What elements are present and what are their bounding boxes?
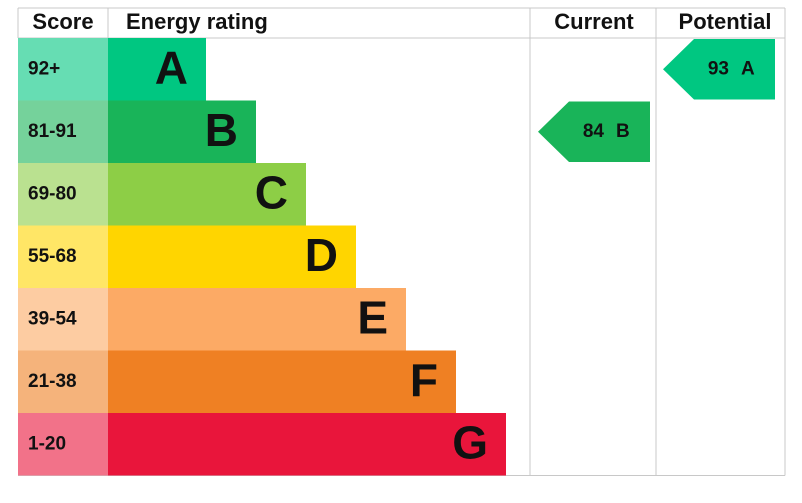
rating-letter: E: [357, 291, 388, 343]
score-cell-tint: [18, 100, 108, 163]
current-value: 84: [583, 121, 605, 142]
score-cell: [18, 38, 108, 101]
score-range: 55-68: [28, 246, 77, 267]
rating-letter: C: [255, 166, 288, 218]
header-score: Score: [32, 9, 93, 34]
rating-bar: [108, 225, 356, 288]
rating-letter: F: [410, 354, 438, 406]
rating-letter: G: [452, 416, 488, 468]
score-cell-tint: [18, 288, 108, 351]
potential-value: 93: [708, 58, 729, 79]
score-cell: [18, 413, 108, 476]
score-cell-tint: [18, 225, 108, 288]
score-cell-tint: [18, 38, 108, 101]
rating-bar: [108, 413, 506, 476]
rating-bar: [108, 100, 256, 163]
current-arrow: [538, 101, 650, 162]
score-cell: [18, 288, 108, 351]
potential-arrow: [663, 39, 775, 100]
rating-bar: [108, 350, 456, 413]
rating-bar: [108, 38, 206, 101]
score-range: 92+: [28, 58, 60, 79]
score-range: 39-54: [28, 308, 77, 329]
header-rating: Energy rating: [126, 9, 268, 34]
score-cell-tint: [18, 163, 108, 226]
rating-bar: [108, 163, 306, 226]
header-potential: Potential: [679, 9, 772, 34]
score-range: 81-91: [28, 121, 77, 142]
score-cell: [18, 225, 108, 288]
score-cell: [18, 163, 108, 226]
potential-letter: A: [741, 58, 755, 79]
current-letter: B: [616, 121, 630, 142]
score-range: 21-38: [28, 371, 77, 392]
score-range: 1-20: [28, 433, 66, 454]
score-cell-tint: [18, 413, 108, 476]
rating-letter: D: [305, 229, 338, 281]
score-cell-tint: [18, 350, 108, 413]
score-cell: [18, 100, 108, 163]
rating-letter: A: [155, 41, 188, 93]
header-current: Current: [554, 9, 634, 34]
score-range: 69-80: [28, 183, 77, 204]
rating-letter: B: [205, 104, 238, 156]
rating-bar: [108, 288, 406, 351]
score-cell: [18, 350, 108, 413]
